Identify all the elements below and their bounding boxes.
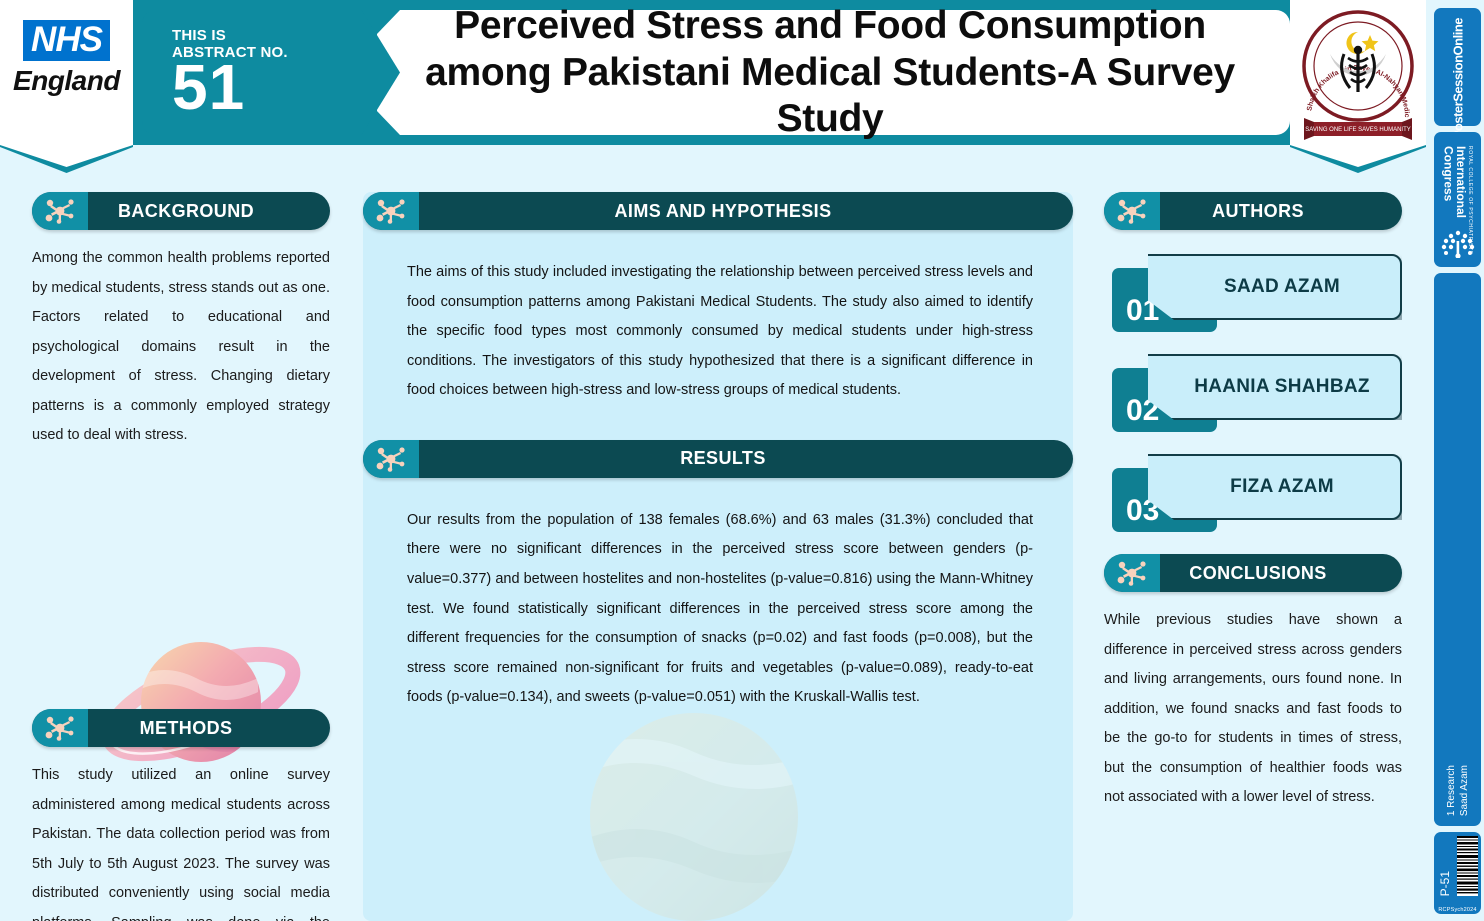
nhs-wordmark: NHS	[23, 20, 110, 61]
molecule-icon	[1104, 192, 1160, 230]
college-crest-icon: Shaikh Khalifa Bin Zayed Al-Nahyan Medic…	[1300, 4, 1414, 140]
title-plate	[340, 10, 1290, 135]
list-item: 03 FIZA AZAM	[1104, 454, 1402, 532]
nhs-panel-chevron	[0, 145, 133, 173]
international-congress-card[interactable]: ROYAL COLLEGE OF PSYCHIATRISTS Internati…	[1434, 132, 1481, 267]
section-header-authors: AUTHORS	[1104, 192, 1402, 230]
section-title-authors: AUTHORS	[1212, 200, 1304, 221]
section-header-methods: METHODS	[32, 709, 330, 748]
nhs-england-label: England	[13, 65, 120, 96]
abstract-number: 51	[172, 51, 246, 123]
nhs-logo: NHS England	[0, 20, 133, 97]
author-card[interactable]: SAAD AZAM	[1148, 254, 1402, 320]
poster-session-online-logo: PosterSessionOnline	[1450, 18, 1465, 140]
molecule-icon	[1104, 554, 1160, 592]
planet-decoration-icon	[101, 642, 301, 762]
section-title-results: RESULTS	[680, 448, 766, 469]
molecule-icon	[363, 192, 419, 230]
poster-barcode-card: P-51 RCPSych2024	[1434, 832, 1481, 914]
section-header-results: RESULTS	[363, 439, 1073, 478]
sidebar-topic: 1 Research	[1445, 764, 1457, 816]
section-body-background: Among the common health problems reporte…	[32, 250, 330, 444]
page-title: Perceived Stress and Food Consumption am…	[425, 4, 1235, 140]
molecule-icon	[32, 192, 88, 230]
left-column: BACKGROUND Among the common health probl…	[32, 192, 330, 921]
poster-session-online-card[interactable]: PosterSessionOnline	[1434, 8, 1481, 139]
section-header-conclusions: CONCLUSIONS	[1104, 554, 1402, 592]
author-name: SAAD AZAM	[1224, 276, 1340, 297]
molecule-icon	[363, 439, 419, 478]
section-title-aims: AIMS AND HYPOTHESIS	[614, 200, 832, 221]
author-card[interactable]: HAANIA SHAHBAZ	[1148, 354, 1402, 420]
section-header-aims: AIMS AND HYPOTHESIS	[363, 192, 1073, 230]
section-body-results: Our results from the population of 138 f…	[407, 511, 1033, 706]
section-body-conclusions: While previous studies have shown a diff…	[1104, 612, 1402, 806]
planet-decoration-faint-icon	[590, 713, 798, 921]
barcode-label: RCPSych2024	[1438, 907, 1477, 913]
author-name: FIZA AZAM	[1230, 476, 1334, 497]
poster-header: NHS England THIS IS ABSTRACT NO. 51 Perc…	[0, 0, 1484, 175]
congress-line2: Congress	[1441, 146, 1456, 202]
section-title-methods: METHODS	[139, 717, 233, 738]
list-item: 02 HAANIA SHAHBAZ	[1104, 354, 1402, 432]
middle-column: AIMS AND HYPOTHESIS The aims of this stu…	[363, 192, 1073, 723]
congress-line1: International	[1454, 146, 1469, 219]
molecule-icon	[32, 709, 88, 748]
section-body-methods: This study utilized an online survey adm…	[32, 767, 330, 921]
section-title-background: BACKGROUND	[118, 200, 254, 221]
college-panel-chevron	[1290, 145, 1426, 173]
author-name: HAANIA SHAHBAZ	[1194, 376, 1370, 397]
section-header-background: BACKGROUND	[32, 192, 330, 230]
poster-session-online-wordmark: PosterSessionOnline	[1450, 18, 1465, 140]
barcode-icon	[1457, 836, 1478, 896]
authors-list: 01 SAAD AZAM 02 HAANIA SHAHBAZ 03 FIZA A…	[1104, 254, 1402, 532]
right-column: AUTHORS 01 SAAD AZAM 02 HAANIA SHAHBAZ 0…	[1104, 192, 1402, 813]
author-card[interactable]: FIZA AZAM	[1148, 454, 1402, 520]
section-title-conclusions: CONCLUSIONS	[1189, 562, 1327, 583]
abstract-caption-line2: ABSTRACT NO.	[172, 43, 288, 61]
right-sidebar: PosterSessionOnline ROYAL COLLEGE OF PSY…	[1426, 0, 1484, 921]
congress-logo: ROYAL COLLEGE OF PSYCHIATRISTS Internati…	[1441, 146, 1474, 255]
abstract-caption-line1: THIS IS	[172, 27, 226, 44]
congress-dome-icon	[1441, 230, 1474, 258]
presentation-info-card: 1 Research Saad Azam	[1434, 273, 1481, 826]
section-body-aims: The aims of this study included investig…	[407, 264, 1033, 399]
poster-number: P-51	[1438, 870, 1452, 896]
sidebar-presenter: Saad Azam	[1458, 764, 1470, 816]
abstract-caption: THIS IS ABSTRACT NO.	[172, 27, 288, 62]
list-item: 01 SAAD AZAM	[1104, 254, 1402, 332]
crest-ribbon-text: SAVING ONE LIFE SAVES HUMANITY	[1305, 127, 1410, 133]
congress-superline: ROYAL COLLEGE OF PSYCHIATRISTS	[1467, 146, 1474, 255]
